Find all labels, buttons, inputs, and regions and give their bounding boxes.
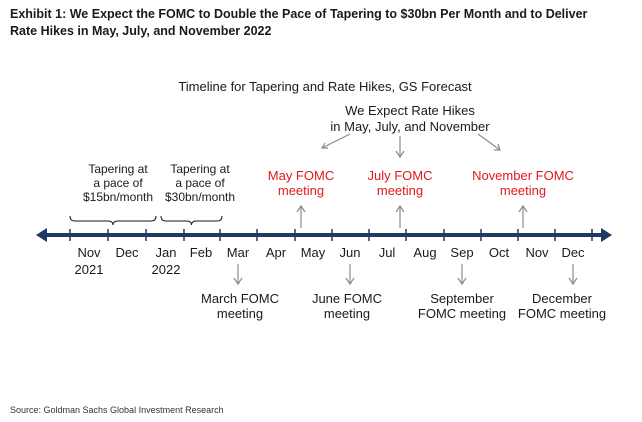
month-label-0: Nov [77, 245, 101, 260]
month-label-9: Aug [413, 245, 436, 260]
diagram-title: Timeline for Tapering and Rate Hikes, GS… [178, 79, 472, 94]
tapering-label-0-line-0: Tapering at [88, 162, 148, 176]
tapering-label-1-line-0: Tapering at [170, 162, 230, 176]
month-label-1: Dec [115, 245, 139, 260]
month-label-10: Sep [450, 245, 473, 260]
hike-meeting-label-0-line-0: May FOMC [268, 168, 334, 183]
tapering-bracket-0 [69, 215, 157, 226]
hike-callout-line-1: We Expect Rate Hikes [345, 103, 475, 118]
meeting-label-0-line-0: March FOMC [201, 291, 279, 306]
month-label-3: Feb [190, 245, 212, 260]
hike-callout-arrows [320, 133, 501, 159]
tapering-bracket-1 [160, 215, 223, 226]
month-label-7: Jun [340, 245, 361, 260]
month-label-6: May [301, 245, 326, 260]
tapering-label-0-line-1: a pace of [93, 176, 143, 190]
hike-meeting-label-1-line-1: meeting [377, 183, 423, 198]
month-label-5: Apr [266, 245, 287, 260]
tapering-label-1-line-1: a pace of [175, 176, 225, 190]
exhibit-title: Exhibit 1: We Expect the FOMC to Double … [10, 7, 588, 38]
month-label-4: Mar [227, 245, 250, 260]
meeting-label-1-line-1: meeting [324, 306, 370, 321]
month-label-2: Jan [156, 245, 177, 260]
tapering-annotations: Tapering ata pace of$15bn/monthTapering … [69, 162, 235, 226]
month-label-8: Jul [379, 245, 396, 260]
month-label-11: Oct [489, 245, 510, 260]
meeting-label-3-line-1: FOMC meeting [518, 306, 606, 321]
source-note: Source: Goldman Sachs Global Investment … [10, 405, 224, 415]
timeline-axis [36, 228, 612, 242]
hike-callout-line-2: in May, July, and November [330, 119, 490, 134]
axis-right-arrowhead [601, 228, 612, 242]
hike-meeting-label-0-line-1: meeting [278, 183, 324, 198]
year-label-2021: 2021 [75, 262, 104, 277]
meeting-label-3-line-0: December [532, 291, 593, 306]
meeting-label-2-line-0: September [430, 291, 494, 306]
month-labels: Nov Dec Jan Feb Mar Apr May Jun Jul Aug Sep Oct Nov D… [77, 245, 585, 260]
hike-meeting-label-1-line-0: July FOMC [368, 168, 433, 183]
tapering-label-1-line-2: $30bn/month [165, 190, 235, 204]
hike-meeting-label-2-line-0: November FOMC [472, 168, 574, 183]
tapering-label-0-line-2: $15bn/month [83, 190, 153, 204]
timeline-diagram: Timeline for Tapering and Rate Hikes, GS… [36, 79, 612, 321]
axis-left-arrowhead [36, 228, 47, 242]
meeting-label-1-line-0: June FOMC [312, 291, 382, 306]
month-label-12: Nov [525, 245, 549, 260]
month-label-13: Dec [561, 245, 585, 260]
hike-meeting-label-2-line-1: meeting [500, 183, 546, 198]
meeting-label-2-line-1: FOMC meeting [418, 306, 506, 321]
meeting-label-0-line-1: meeting [217, 306, 263, 321]
year-label-2022: 2022 [152, 262, 181, 277]
